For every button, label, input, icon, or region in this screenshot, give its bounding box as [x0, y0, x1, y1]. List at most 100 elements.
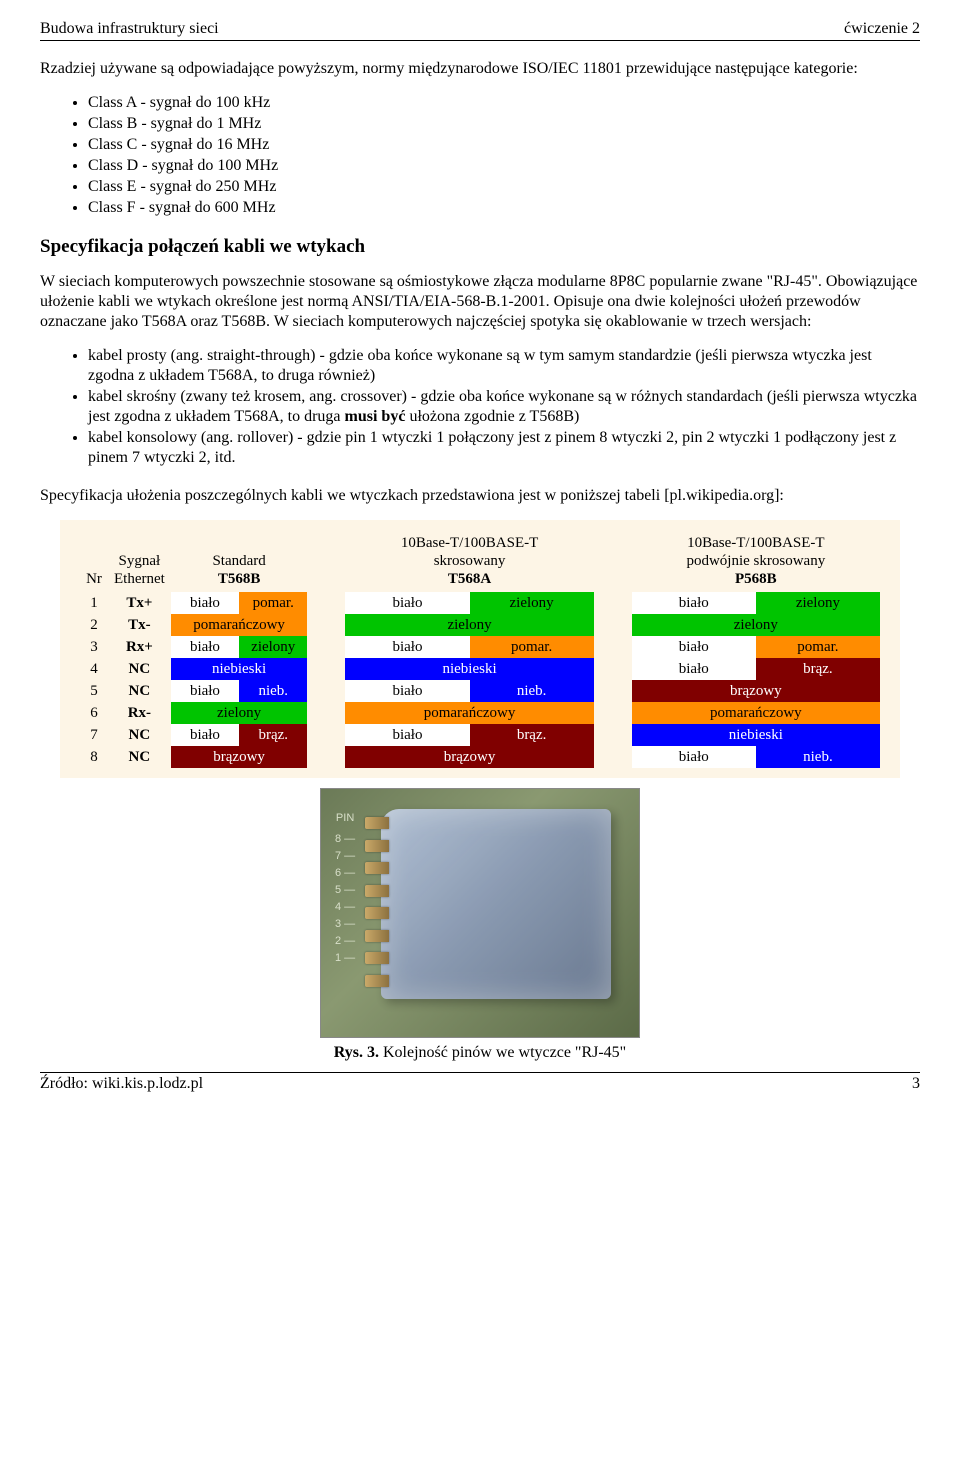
col-signal: Sygnał Ethernet [108, 530, 171, 592]
class-list-item: Class E - sygnał do 250 MHz [88, 177, 920, 197]
col-dcross-l2: podwójnie skrosowany [638, 552, 874, 570]
cell-std: brązowy [171, 746, 308, 768]
col-nr: Nr [80, 530, 108, 592]
spec-paragraph: W sieciach komputerowych powszechnie sto… [40, 272, 920, 332]
cell-cross: białobrąz. [345, 724, 593, 746]
cell-signal: NC [108, 746, 171, 768]
cell-cross: białopomar. [345, 636, 593, 658]
footer-right: 3 [912, 1075, 920, 1093]
cable-type-item: kabel konsolowy (ang. rollover) - gdzie … [88, 428, 920, 468]
rj45-pin [365, 862, 389, 874]
cell-dcross: białonieb. [632, 746, 880, 768]
cable-row: 8NCbrązowybrązowybiałonieb. [80, 746, 880, 768]
cell-cross: pomarańczowy [345, 702, 593, 724]
cell-cross: zielony [345, 614, 593, 636]
rj45-pin [365, 930, 389, 942]
cell-nr: 4 [80, 658, 108, 680]
cell-cross: białonieb. [345, 680, 593, 702]
cell-signal: NC [108, 724, 171, 746]
col-gap2 [594, 530, 632, 592]
col-std-l1: Standard [177, 552, 302, 570]
pin-number-label: 6 — [335, 868, 355, 879]
cable-type-item: kabel skrośny (zwany też krosem, ang. cr… [88, 387, 920, 427]
cable-row: 5NCbiałonieb.białonieb.brązowy [80, 680, 880, 702]
col-dcross-l3: P568B [638, 570, 874, 588]
cell-std: zielony [171, 702, 308, 724]
cell-cross: niebieski [345, 658, 593, 680]
cable-table-header-row: Nr Sygnał Ethernet Standard T568B [80, 530, 880, 592]
pin-number-label: 4 — [335, 902, 355, 913]
page: Budowa infrastruktury sieci ćwiczenie 2 … [0, 0, 960, 1113]
page-header: Budowa infrastruktury sieci ćwiczenie 2 [40, 20, 920, 41]
cell-std: białozielony [171, 636, 308, 658]
col-cross-l1: 10Base-T/100BASE-T [351, 534, 587, 552]
cable-type-list: kabel prosty (ang. straight-through) - g… [40, 346, 920, 468]
class-list-item: Class F - sygnał do 600 MHz [88, 198, 920, 218]
cell-nr: 6 [80, 702, 108, 724]
cell-dcross: białozielony [632, 592, 880, 614]
cell-cross: białozielony [345, 592, 593, 614]
col-standard: Standard T568B [171, 530, 308, 592]
cable-table-wrap: Nr Sygnał Ethernet Standard T568B [60, 520, 900, 778]
rj45-pin [365, 952, 389, 964]
rj45-pin [365, 975, 389, 987]
cable-row: 4NCniebieskiniebieskibiałobrąz. [80, 658, 880, 680]
cell-std: białobrąz. [171, 724, 308, 746]
rj45-pin [365, 817, 389, 829]
rj45-pin [365, 885, 389, 897]
cell-dcross: pomarańczowy [632, 702, 880, 724]
cable-row: 7NCbiałobrąz.białobrąz.niebieski [80, 724, 880, 746]
col-cross: 10Base-T/100BASE-T skrosowany T568A [345, 530, 593, 592]
cell-dcross: brązowy [632, 680, 880, 702]
class-list-item: Class B - sygnał do 1 MHz [88, 114, 920, 134]
col-gap1 [307, 530, 345, 592]
rj45-pins-labels: PIN8 —7 —6 —5 —4 —3 —2 —1 — [335, 813, 355, 970]
cell-std: białonieb. [171, 680, 308, 702]
cable-table: Nr Sygnał Ethernet Standard T568B [80, 530, 880, 768]
rj45-pin [365, 840, 389, 852]
cell-signal: NC [108, 680, 171, 702]
rj45-pin-strip [365, 817, 389, 987]
caption-bold: Rys. 3. [334, 1044, 379, 1061]
cable-row: 3Rx+białozielonybiałopomar.białopomar. [80, 636, 880, 658]
cell-nr: 3 [80, 636, 108, 658]
footer-left: Źródło: wiki.kis.p.lodz.pl [40, 1075, 203, 1093]
class-list-item: Class D - sygnał do 100 MHz [88, 156, 920, 176]
table-intro: Specyfikacja ułożenia poszczególnych kab… [40, 486, 920, 506]
cell-std: białopomar. [171, 592, 308, 614]
cell-dcross: niebieski [632, 724, 880, 746]
header-right: ćwiczenie 2 [844, 20, 920, 38]
col-cross-l2: skrosowany [351, 552, 587, 570]
col-std-l2: T568B [177, 570, 302, 588]
col-dcross: 10Base-T/100BASE-T podwójnie skrosowany … [632, 530, 880, 592]
intro-paragraph: Rzadziej używane są odpowiadające powyżs… [40, 59, 920, 79]
spec-heading: Specyfikacja połączeń kabli we wtykach [40, 236, 920, 258]
rj45-plug [381, 809, 611, 999]
col-signal-l1: Sygnał [114, 552, 165, 570]
cable-row: 6Rx-zielonypomarańczowypomarańczowy [80, 702, 880, 724]
pin-number-label: 3 — [335, 919, 355, 930]
cell-nr: 1 [80, 592, 108, 614]
cell-nr: 7 [80, 724, 108, 746]
class-list-item: Class A - sygnał do 100 kHz [88, 93, 920, 113]
pin-number-label: 8 — [335, 834, 355, 845]
cell-nr: 2 [80, 614, 108, 636]
cell-signal: NC [108, 658, 171, 680]
cell-dcross: białobrąz. [632, 658, 880, 680]
pin-number-label: 5 — [335, 885, 355, 896]
col-signal-l2: Ethernet [114, 570, 165, 588]
col-dcross-l1: 10Base-T/100BASE-T [638, 534, 874, 552]
cell-signal: Tx- [108, 614, 171, 636]
cell-dcross: białopomar. [632, 636, 880, 658]
cell-nr: 8 [80, 746, 108, 768]
cell-cross: brązowy [345, 746, 593, 768]
cell-std: pomarańczowy [171, 614, 308, 636]
rj45-image: PIN8 —7 —6 —5 —4 —3 —2 —1 — [320, 788, 640, 1038]
class-list-item: Class C - sygnał do 16 MHz [88, 135, 920, 155]
cable-row: 1Tx+białopomar.białozielonybiałozielony [80, 592, 880, 614]
rj45-figure: PIN8 —7 —6 —5 —4 —3 —2 —1 — Rys. 3. Kole… [40, 788, 920, 1062]
cable-row: 2Tx-pomarańczowyzielonyzielony [80, 614, 880, 636]
header-left: Budowa infrastruktury sieci [40, 20, 219, 38]
class-list: Class A - sygnał do 100 kHzClass B - syg… [40, 93, 920, 218]
cell-std: niebieski [171, 658, 308, 680]
